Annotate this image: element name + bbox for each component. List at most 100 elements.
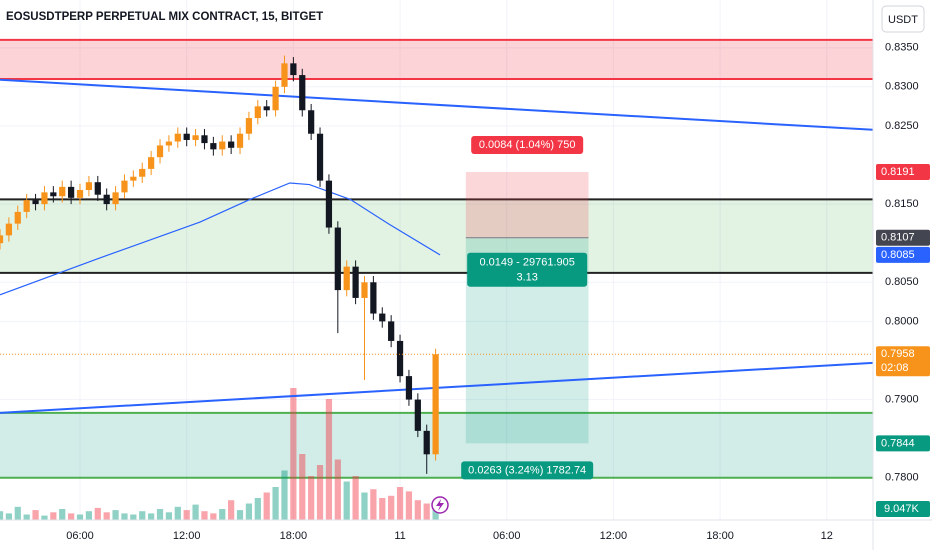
volume-bar: [343, 481, 350, 520]
x-tick-label: 12: [821, 530, 833, 542]
volume-bar: [281, 470, 288, 520]
candle-body: [183, 133, 190, 140]
volume-bar: [308, 476, 315, 520]
candle-body: [352, 266, 359, 298]
candle-body: [299, 75, 306, 111]
volume-bar: [121, 513, 128, 520]
stop-area: [465, 172, 589, 238]
price-badge: [876, 246, 930, 263]
x-tick-label: 12:00: [600, 530, 628, 542]
volume-bar: [23, 514, 30, 520]
volume-bar: [263, 492, 270, 520]
x-tick-label: 12:00: [173, 530, 201, 542]
candle-body: [388, 321, 395, 341]
candle-body: [414, 399, 421, 431]
candle-body: [210, 143, 217, 150]
candle-body: [76, 190, 84, 198]
moving-average: [0, 182, 441, 296]
volume-bar: [85, 511, 93, 520]
volume-bar: [130, 514, 137, 520]
position-label-box: [467, 252, 588, 287]
candle-body: [192, 135, 199, 140]
volume-bar: [245, 503, 253, 520]
volume-bar: [210, 513, 217, 520]
candle-body: [316, 133, 324, 181]
candle-body: [379, 313, 386, 322]
candle-body: [219, 141, 226, 150]
candle-body: [50, 192, 57, 197]
volume-bar: [94, 507, 101, 520]
position-label-box: [471, 136, 584, 155]
volume-bar: [361, 492, 368, 520]
volume-bar: [299, 454, 306, 520]
position-label: 0.0149 - 29761.905: [479, 257, 574, 269]
volume-bar: [352, 476, 359, 520]
y-tick-label: 0.8000: [885, 315, 919, 327]
volume-bar: [414, 500, 421, 520]
candle-body: [370, 282, 377, 314]
candle-body: [343, 266, 350, 291]
volume-bar: [379, 498, 386, 520]
x-tick-label: 18:00: [280, 530, 308, 542]
volume-bar: [396, 487, 404, 520]
volume-bar: [32, 510, 39, 520]
currency-label[interactable]: USDT: [888, 14, 918, 26]
price-badge-label: 0.7844: [881, 437, 915, 449]
volume-bar: [76, 514, 84, 520]
volume-badge: [876, 501, 930, 517]
candle-body: [0, 235, 4, 244]
candle-body: [290, 63, 297, 76]
x-tick-label: 06:00: [66, 530, 94, 542]
volume-bar: [201, 511, 208, 520]
volume-bar: [68, 513, 75, 520]
candle-body: [245, 118, 253, 134]
volume-bar: [325, 399, 333, 520]
volume-bar: [388, 495, 395, 520]
price-badge-label: 0.8191: [881, 166, 915, 178]
candle-body: [5, 223, 13, 236]
candle-body: [139, 168, 146, 177]
price-badge: [876, 346, 930, 377]
volume-bar: [0, 511, 4, 520]
position-label: 0.0084 (1.04%) 750: [479, 139, 576, 151]
y-tick-label: 0.8150: [885, 198, 919, 210]
candle-body: [32, 200, 39, 205]
volume-bar: [334, 459, 341, 520]
price-badge: [876, 229, 930, 246]
candle-body: [156, 145, 164, 158]
candle-body: [272, 86, 279, 111]
y-tick-label: 0.8350: [885, 42, 919, 54]
candle-body: [68, 186, 75, 198]
volume-bar: [59, 509, 66, 520]
volume-bar: [14, 506, 21, 520]
volume-bar: [370, 489, 377, 520]
volume-bar: [174, 506, 181, 520]
candle-body: [94, 182, 101, 195]
volume-bar: [192, 504, 199, 520]
candle-body: [112, 192, 119, 205]
candle-body: [103, 194, 110, 205]
y-tick-label: 0.8050: [885, 276, 919, 288]
candle-body: [121, 180, 128, 193]
volume-bar: [228, 500, 235, 520]
candle-body: [23, 200, 30, 212]
y-tick-label: 0.8300: [885, 81, 919, 93]
alert-icon[interactable]: [431, 496, 449, 514]
price-badge: [876, 164, 930, 181]
position-label: 0.0263 (3.24%) 1782.74: [468, 464, 586, 476]
candle-body: [165, 141, 173, 146]
volume-bar: [432, 510, 439, 520]
candle-body: [130, 176, 137, 181]
candle-body: [148, 157, 155, 169]
price-badge: [876, 435, 930, 452]
candle-body: [396, 340, 404, 377]
candle-body: [201, 135, 208, 144]
candle-body: [423, 430, 430, 455]
candle-body: [281, 63, 288, 87]
candle-body: [174, 133, 181, 142]
currency-button[interactable]: [881, 5, 925, 33]
x-tick-label: 18:00: [706, 530, 734, 542]
price-badge-label: 0.8107: [881, 232, 915, 244]
